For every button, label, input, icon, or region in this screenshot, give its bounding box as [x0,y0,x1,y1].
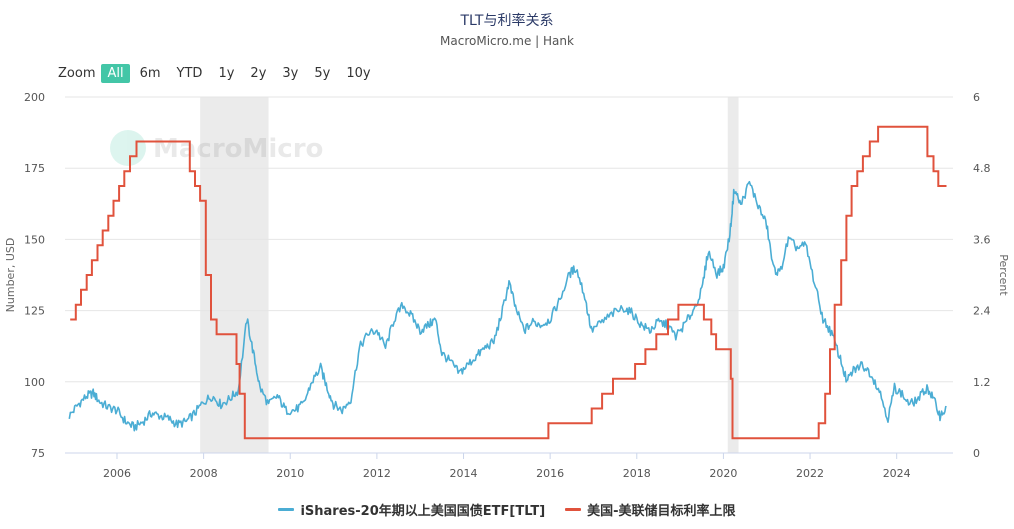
recession-band-1 [727,97,739,453]
y-right-tick-label: 6 [973,91,980,104]
y-left-tick-label: 100 [24,376,45,389]
x-tick-label: 2022 [796,467,824,480]
y-left-tick-label: 125 [24,305,45,318]
zoom-toolbar: Zoom All 6m YTD 1y 2y 3y 5y 10y [58,62,381,84]
y-right-tick-label: 1.2 [973,376,991,389]
series-line-tlt [68,180,948,432]
zoom-3y-button[interactable]: 3y [282,65,299,81]
legend-label-rate: 美国-美联储目标利率上限 [587,504,736,519]
y-right-tick-label: 3.6 [973,233,991,246]
x-tick-label: 2014 [450,467,478,480]
zoom-6m-button[interactable]: 6m [139,65,161,81]
chart-title: TLT与利率关系 [460,13,554,29]
y-right-tick-label: 4.8 [973,162,991,175]
x-tick-label: 2008 [190,467,218,480]
zoom-all-button[interactable]: All [101,63,130,83]
zoom-5y-button[interactable]: 5y [314,65,331,81]
chart-subtitle: MacroMicro.me | Hank [440,34,574,48]
legend-item-rate[interactable]: 美国-美联储目标利率上限 [565,500,736,519]
y-left-tick-label: 175 [24,162,45,175]
x-tick-label: 2010 [276,467,304,480]
x-tick-label: 2012 [363,467,391,480]
zoom-10y-button[interactable]: 10y [346,65,371,81]
y-left-tick-label: 75 [31,447,45,460]
x-tick-label: 2018 [623,467,651,480]
legend-item-tlt[interactable]: iShares-20年期以上美国国债ETF[TLT] [278,500,545,519]
watermark-logo: MacroMicro [110,130,323,166]
x-tick-label: 2024 [883,467,911,480]
x-tick-label: 2016 [536,467,564,480]
legend-label-tlt: iShares-20年期以上美国国债ETF[TLT] [300,504,546,519]
y-left-axis-title: Number, USD [4,238,17,313]
y-left-tick-label: 200 [24,91,45,104]
legend: iShares-20年期以上美国国债ETF[TLT] 美国-美联储目标利率上限 [0,500,1014,519]
zoom-ytd-button[interactable]: YTD [176,65,203,81]
series-line-rate [70,125,947,440]
legend-swatch-tlt [278,508,295,511]
legend-swatch-rate [565,508,582,511]
watermark-text: MacroMicro [153,134,323,164]
y-right-axis-title: Percent [997,254,1010,296]
x-tick-label: 2020 [709,467,737,480]
zoom-2y-button[interactable]: 2y [250,65,267,81]
x-tick-label: 2006 [103,467,131,480]
zoom-label: Zoom [58,65,96,81]
y-left-tick-label: 150 [24,233,45,246]
watermark-icon [110,130,146,166]
y-right-tick-label: 2.4 [973,305,991,318]
y-right-tick-label: 0 [973,447,980,460]
zoom-1y-button[interactable]: 1y [218,65,235,81]
